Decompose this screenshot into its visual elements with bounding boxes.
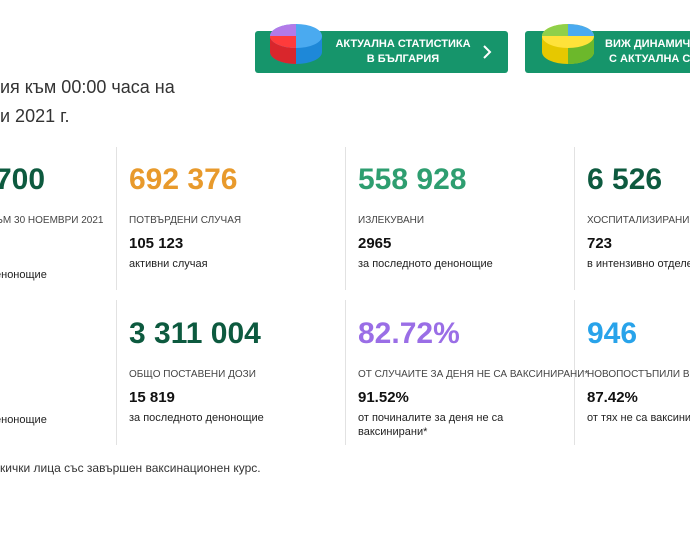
stat-detail-text: за последното денонощие [358,258,493,270]
stat-detail-value: 87.42% [587,389,638,406]
divider [116,147,117,290]
stat-detail-value: 91.52% [358,389,409,406]
stat-value: 692 376 [129,163,238,196]
pie-icon [270,24,322,64]
stat-value: 946 [587,317,638,350]
stat-label: НОВОПОСТЪПИЛИ В БО [587,369,690,380]
stat-label: ОБЩО ПОСТАВЕНИ ДОЗИ [129,369,256,380]
header-line: и 2021 г. [0,106,70,126]
stat-label: ОТ СЛУЧАИТЕ ЗА ДЕНЯ НЕ СА ВАКСИНИРАНИ* [358,369,589,380]
button-text: В БЪЛГАРИЯ [366,53,440,65]
stat-detail-text: енонощие [0,269,47,281]
stat-value: 3 311 004 [129,317,261,350]
stat-label: ПОТВЪРДЕНИ СЛУЧАЯ [129,215,242,226]
stat-detail-text: от починалите за деня не са ваксинирани* [358,412,504,438]
stat-label: ХОСПИТАЛИЗИРАНИ [587,215,690,226]
stat-detail-value: 723 [587,235,613,252]
stat-value: 558 928 [358,163,467,196]
dynamics-button[interactable]: ВИЖ ДИНАМИЧ С АКТУАЛНА СТ [525,31,690,73]
stat-detail-text: в интензивно отделе [587,258,690,270]
pie-icon [542,24,594,64]
stat-detail-value: 2965 [358,235,392,252]
stat-label: ИЗЛЕКУВАНИ [358,215,425,226]
chevron [483,45,492,59]
divider [116,300,117,445]
header-line: ия към 00:00 часа на [0,77,175,97]
stat-value: 82.72% [358,317,460,350]
stat-detail-text: енонощие [0,414,47,426]
stat-value: 6 526 [587,163,663,196]
stat-detail-text: за последното денонощие [129,412,264,424]
stat-detail-text: от тях не са ваксини [587,412,690,424]
divider [574,300,575,445]
stat-value: 700 [0,163,46,196]
stat-label: ЪМ 30 НОЕМВРИ 2021 [0,215,104,226]
stat-detail-value: 105 123 [129,235,184,252]
footnote: кички лица със завършен ваксинационен ку… [0,461,261,475]
stat-detail-text: активни случая [129,258,208,270]
button-text: АКТУАЛНА СТАТИСТИКА [335,38,471,50]
divider [574,147,575,290]
button-text: ВИЖ ДИНАМИЧ [605,38,690,50]
divider [345,300,346,445]
stat-detail-value: 15 819 [129,389,175,406]
divider [345,147,346,290]
button-text: С АКТУАЛНА СТ [609,53,690,65]
